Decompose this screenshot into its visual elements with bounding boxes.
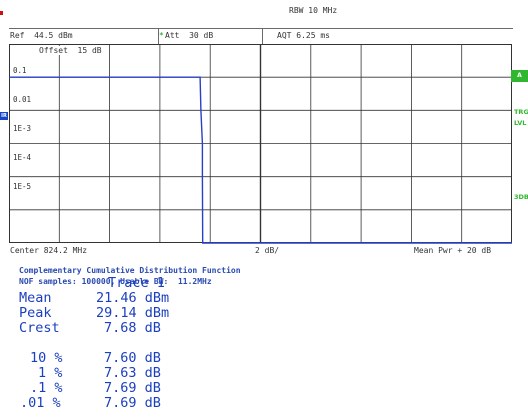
trace-title: Trace 1 — [108, 275, 165, 291]
percentile-label: .1 % — [30, 380, 63, 396]
percentile-label: 1 % — [38, 365, 63, 381]
ir-tag: IR — [0, 112, 8, 120]
att-modified-mark: * — [159, 31, 164, 40]
trigger-tag: TRG — [514, 108, 528, 116]
header-top-rule — [9, 28, 513, 29]
plot-gridlines — [9, 44, 512, 243]
y-tick-label: 1E-5 — [12, 182, 33, 191]
result-label-mean: Mean — [19, 290, 52, 306]
acquisition-time-label: AQT 6.25 ms — [277, 31, 330, 40]
y-tick-label: 0.01 — [12, 95, 33, 104]
result-value-peak: 29.14 dBm — [96, 305, 170, 321]
ref-level-label: Ref 44.5 dBm — [10, 31, 73, 40]
attenuation-label: Att 30 dB — [165, 31, 214, 40]
y-tick-label: 1E-4 — [12, 153, 33, 162]
percentile-value: 7.63 dB — [104, 365, 161, 381]
offset-label: Offset 15 dB — [38, 46, 103, 55]
percentile-value: 7.60 dB — [104, 350, 161, 366]
percentile-value: 7.69 dB — [104, 380, 161, 396]
3db-tag: 3DB — [514, 193, 528, 201]
center-frequency-label: Center 824.2 MHz — [10, 246, 88, 255]
result-label-crest: Crest — [19, 320, 60, 336]
level-tag: LVL — [514, 119, 527, 127]
y-tick-label: 1E-3 — [12, 124, 33, 133]
percentile-value: 7.69 dB — [104, 395, 161, 411]
result-value-mean: 21.46 dBm — [96, 290, 170, 306]
result-label-peak: Peak — [19, 305, 52, 321]
measurement-title: Complementary Cumulative Distribution Fu… — [19, 266, 241, 275]
trace-1-layer — [9, 76, 512, 244]
y-tick-label: 0.1 — [12, 66, 28, 75]
header-divider-1 — [158, 28, 159, 44]
trace-a-indicator: A — [511, 70, 528, 82]
header-divider-2 — [262, 28, 263, 44]
samples-info: NOF samples: 100000, Usable BW: 11.2MHz — [19, 277, 212, 286]
trace-1-line — [9, 76, 512, 244]
percentile-label: .01 % — [20, 395, 61, 411]
marker-red — [0, 11, 3, 15]
scale-per-division-label: 2 dB/ — [255, 246, 280, 255]
percentile-label: 10 % — [30, 350, 63, 366]
result-value-crest: 7.68 dB — [104, 320, 161, 336]
x-axis-span-label: Mean Pwr + 20 dB — [414, 246, 492, 255]
rbw-label: RBW 10 MHz — [289, 6, 338, 15]
